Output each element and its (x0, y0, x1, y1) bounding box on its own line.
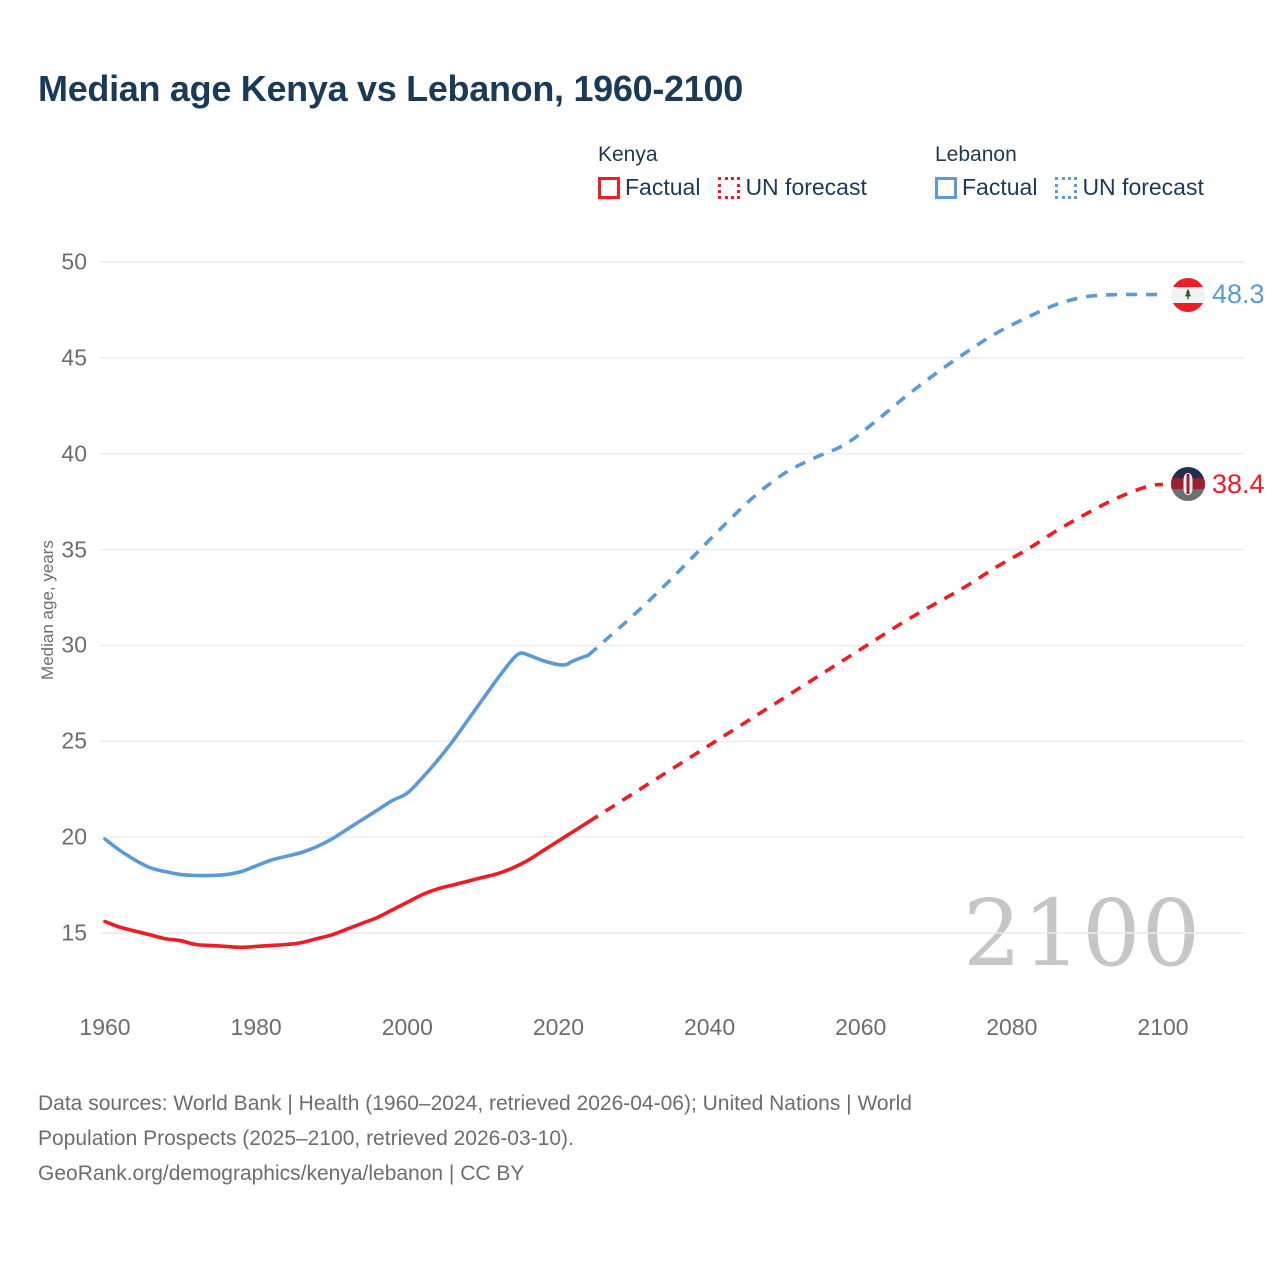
y-tick-label: 25 (61, 727, 87, 754)
series-line-forecast-lebanon (587, 292, 1163, 657)
legend-country-kenya: Kenya (598, 143, 658, 166)
series-lines (103, 292, 1164, 950)
y-tick-label: 20 (61, 823, 87, 850)
x-tick-label: 2040 (683, 1014, 736, 1040)
x-tick-label: 2060 (835, 1014, 887, 1040)
legend-item-lebanon-forecast[interactable]: UN forecast (1055, 174, 1204, 201)
series-line-forecast-kenya (587, 482, 1164, 824)
footer-line-3[interactable]: GeoRank.org/demographics/kenya/lebanon |… (38, 1162, 525, 1185)
lebanon-flag-icon (1171, 277, 1205, 312)
chart-legend: Kenya Factual UN forecast Lebanon Factua… (598, 142, 1258, 222)
y-tick-label: 30 (61, 631, 87, 658)
end-value-lebanon: 48.3 (1212, 279, 1265, 310)
legend-label-kenya-factual: Factual (625, 174, 701, 200)
x-tick-label: 1960 (79, 1014, 131, 1040)
footer-line-2: Population Prospects (2025–2100, retriev… (38, 1127, 574, 1150)
gridlines (100, 261, 1245, 934)
legend-group-lebanon: Lebanon Factual UN forecast (935, 142, 1204, 201)
y-tick-label: 15 (61, 919, 87, 946)
footer-line-1: Data sources: World Bank | Health (1960–… (38, 1092, 912, 1115)
end-label-kenya: 38.4 (1171, 467, 1265, 502)
legend-swatch-solid-icon (598, 176, 620, 199)
end-value-kenya: 38.4 (1212, 468, 1265, 499)
x-tick-label: 2100 (1137, 1014, 1189, 1040)
legend-swatch-dotted-icon (1055, 176, 1078, 199)
x-tick-label: 1980 (230, 1014, 282, 1040)
y-tick-label: 45 (61, 344, 87, 371)
x-tick-label: 2080 (986, 1014, 1038, 1040)
legend-country-lebanon: Lebanon (935, 143, 1017, 166)
legend-label-lebanon-forecast: UN forecast (1082, 174, 1204, 200)
series-line-factual-lebanon (103, 651, 591, 878)
end-label-lebanon: 48.3 (1171, 277, 1265, 312)
page-title: Median age Kenya vs Lebanon, 1960-2100 (38, 68, 743, 109)
legend-label-kenya-forecast: UN forecast (745, 174, 867, 200)
legend-item-lebanon-factual[interactable]: Factual (935, 174, 1037, 201)
legend-item-kenya-forecast[interactable]: UN forecast (718, 174, 867, 201)
legend-swatch-dotted-icon (718, 176, 741, 199)
series-line-factual-kenya (103, 820, 591, 950)
y-tick-label: 50 (61, 248, 87, 275)
footer-sources: Data sources: World Bank | Health (1960–… (38, 1086, 1238, 1191)
legend-group-kenya: Kenya Factual UN forecast (598, 142, 867, 201)
legend-item-kenya-factual[interactable]: Factual (598, 174, 700, 201)
y-axis-title: Median age, years (38, 540, 57, 680)
kenya-shield-inner-icon (1186, 474, 1190, 495)
y-tick-label: 35 (61, 536, 87, 563)
kenya-flag-icon (1171, 467, 1205, 502)
x-tick-label: 2020 (532, 1014, 585, 1040)
y-tick-label: 40 (61, 440, 87, 467)
cedar-icon (1184, 288, 1192, 299)
x-tick-label: 2000 (381, 1014, 433, 1040)
legend-label-lebanon-factual: Factual (962, 174, 1038, 200)
legend-swatch-solid-icon (935, 176, 957, 199)
